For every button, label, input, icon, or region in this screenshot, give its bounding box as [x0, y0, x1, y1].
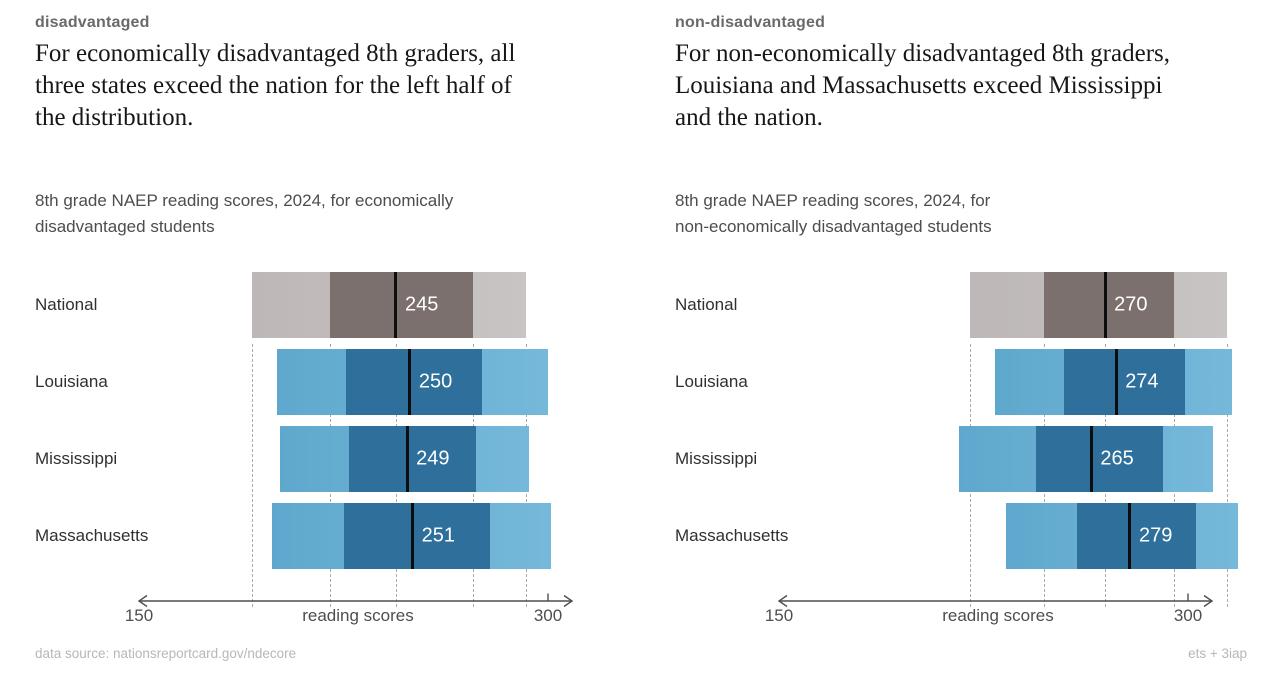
chart-disadvantaged: National 245 Louisiana 250 Mississippi 249 Mas…	[35, 272, 551, 607]
interquartile-segment	[1044, 272, 1175, 338]
kicker-disadvantaged: disadvantaged	[35, 14, 150, 31]
axis-arrow-left	[777, 594, 788, 608]
headline-line: three states exceed the nation for the l…	[35, 72, 512, 99]
x-axis	[137, 593, 574, 608]
median-line	[1114, 349, 1118, 415]
axis-arrow-right	[1203, 594, 1214, 608]
percentile-bar-louisiana: 274	[994, 349, 1233, 415]
median-value-label: 279	[1138, 524, 1173, 547]
percentile-bar-mississippi: 265	[958, 426, 1213, 492]
median-value-label: 265	[1100, 447, 1134, 470]
percentile-bar-massachusetts: 279	[1005, 503, 1238, 569]
interquartile-segment	[346, 349, 482, 415]
interquartile-segment	[1036, 426, 1164, 492]
headline-line: For non-economically disadvantaged 8th g…	[675, 40, 1170, 67]
headline-line: the distribution.	[35, 104, 194, 131]
interquartile-segment	[349, 426, 477, 492]
reference-line	[252, 344, 254, 607]
x-axis-min-label: 150	[124, 606, 154, 625]
kicker-non-disadvantaged: non-disadvantaged	[675, 14, 826, 31]
median-value-label: 270	[1114, 293, 1148, 316]
x-axis-max-label: 300	[533, 606, 563, 625]
median-value-label: 250	[418, 370, 453, 393]
x-axis	[777, 593, 1214, 608]
median-line	[1089, 426, 1093, 492]
headline-non-disadvantaged: For non-economically disadvantaged 8th g…	[675, 38, 1255, 134]
row-label-louisiana: Louisiana	[675, 372, 748, 391]
headline-line: For economically disadvantaged 8th grade…	[35, 40, 516, 67]
median-value-label: 245	[404, 293, 439, 316]
subtitle-line: non-economically disadvantaged students	[675, 217, 992, 236]
chart-non-disadvantaged: National 270 Louisiana 274 Mississippi 265 Mas…	[640, 0, 1280, 687]
headline-disadvantaged: For economically disadvantaged 8th grade…	[35, 38, 615, 134]
percentile-bar-louisiana: 250	[277, 349, 548, 415]
median-line	[405, 426, 409, 492]
row-label-national: National	[675, 295, 738, 314]
median-value-label: 251	[421, 524, 455, 547]
interquartile-segment	[1077, 503, 1197, 569]
headline-line: and the nation.	[675, 104, 823, 131]
row-label-louisiana: Louisiana	[35, 372, 108, 391]
x-axis-max-label: 300	[1173, 606, 1203, 625]
x-axis-min-label: 150	[764, 606, 794, 625]
percentile-bar-massachusetts: 251	[271, 503, 551, 569]
interquartile-segment	[343, 503, 491, 569]
median-value-label: 274	[1125, 370, 1159, 393]
median-line	[408, 349, 412, 415]
median-line	[1128, 503, 1132, 569]
x-axis-title: reading scores	[302, 606, 414, 625]
row-label-mississippi: Mississippi	[35, 449, 118, 468]
credit-note: ets + 3iap	[1188, 646, 1247, 661]
row-label-national: National	[35, 295, 98, 314]
headline-line: Louisiana and Massachusetts exceed Missi…	[675, 72, 1163, 99]
median-line	[1103, 272, 1107, 338]
median-value-label: 249	[416, 447, 450, 470]
subtitle-line: 8th grade NAEP reading scores, 2024, for	[675, 191, 991, 210]
percentile-bar-mississippi: 249	[280, 426, 529, 492]
subtitle-line: disadvantaged students	[35, 217, 215, 236]
row-label-mississippi: Mississippi	[675, 449, 758, 468]
row-label-massachusetts: Massachusetts	[35, 526, 149, 545]
data-source-note: data source: nationsreportcard.gov/ndeco…	[35, 646, 297, 661]
panel-disadvantaged: disadvantaged For economically disadvant…	[35, 14, 615, 625]
chart-subtitle: 8th grade NAEP reading scores, 2024, for…	[35, 188, 595, 240]
panel-non-disadvantaged: non-disadvantaged For non-economically d…	[640, 0, 1280, 687]
subtitle-line: 8th grade NAEP reading scores, 2024, for…	[35, 191, 454, 210]
axis-arrow-left	[137, 594, 148, 608]
interquartile-segment	[1063, 349, 1186, 415]
x-axis-title: reading scores	[942, 606, 1054, 625]
median-line	[394, 272, 398, 338]
percentile-bar-national: 245	[252, 272, 526, 338]
percentile-bar-national: 270	[969, 272, 1227, 338]
row-label-massachusetts: Massachusetts	[675, 526, 789, 545]
interquartile-segment	[329, 272, 474, 338]
axis-arrow-right	[563, 594, 574, 608]
median-line	[411, 503, 415, 569]
chart-subtitle: 8th grade NAEP reading scores, 2024, for…	[675, 188, 1235, 240]
reference-line	[1226, 344, 1228, 607]
